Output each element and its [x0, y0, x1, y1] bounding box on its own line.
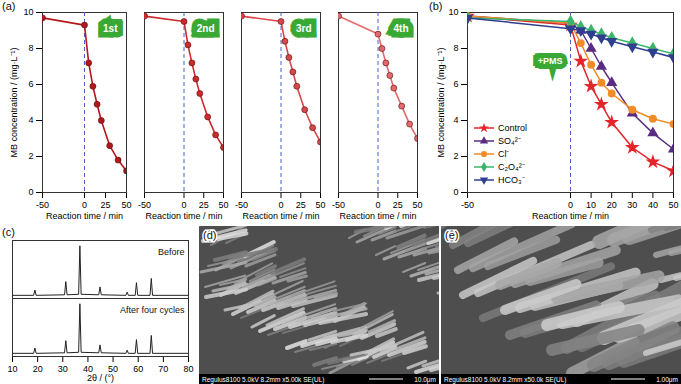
svg-text:50: 50	[218, 200, 228, 210]
svg-text:0: 0	[568, 200, 573, 210]
svg-text:-50: -50	[461, 200, 474, 210]
html-text:(b): (b)	[429, 0, 443, 12]
svg-text:Reaction time / min: Reaction time / min	[339, 211, 416, 221]
svg-text:0: 0	[181, 200, 186, 210]
svg-text:2nd: 2nd	[197, 23, 215, 34]
svg-text:8: 8	[28, 43, 33, 53]
svg-text:50: 50	[412, 200, 422, 210]
svg-text:Reaction time / min: Reaction time / min	[242, 211, 319, 221]
svg-text:-50: -50	[332, 200, 345, 210]
svg-text:3rd: 3rd	[296, 23, 312, 34]
html-text:(a): (a)	[2, 0, 16, 12]
svg-text:50: 50	[315, 200, 325, 210]
svg-text:After four cycles: After four cycles	[120, 305, 185, 315]
html-text:C₂O₄²⁻: C₂O₄²⁻	[498, 162, 525, 172]
html-text:SO₄²⁻: SO₄²⁻	[498, 136, 521, 146]
svg-text:2θ / (°): 2θ / (°)	[87, 373, 114, 383]
svg-text:6: 6	[453, 79, 458, 89]
html-text:HCO₃⁻: HCO₃⁻	[498, 175, 525, 185]
svg-text:Reaction time / min: Reaction time / min	[46, 211, 123, 221]
svg-text:25: 25	[199, 200, 209, 210]
svg-text:10: 10	[23, 7, 33, 17]
svg-text:60: 60	[133, 364, 143, 374]
svg-text:10: 10	[7, 364, 17, 374]
svg-text:50: 50	[121, 200, 131, 210]
svg-text:MB concentration / (mg·L⁻¹): MB concentration / (mg·L⁻¹)	[9, 47, 19, 157]
svg-text:25: 25	[296, 200, 306, 210]
svg-text:25: 25	[393, 200, 403, 210]
svg-text:-50: -50	[36, 200, 49, 210]
svg-text:6: 6	[28, 79, 33, 89]
svg-text:8: 8	[453, 43, 458, 53]
svg-text:10.0μm: 10.0μm	[414, 376, 436, 384]
svg-text:Reaction time / min: Reaction time / min	[145, 211, 222, 221]
svg-text:Before: Before	[158, 247, 185, 257]
svg-text:2: 2	[453, 151, 458, 161]
svg-text:10: 10	[448, 7, 458, 17]
svg-text:50: 50	[668, 200, 678, 210]
svg-text:30: 30	[627, 200, 637, 210]
svg-text:(e): (e)	[445, 229, 458, 241]
svg-text:1st: 1st	[103, 23, 118, 34]
svg-text:80: 80	[183, 364, 193, 374]
svg-text:40: 40	[648, 200, 658, 210]
svg-text:Regulus8100 5.0kV 8.2mm x5.00k: Regulus8100 5.0kV 8.2mm x5.00k SE(UL)	[202, 376, 324, 384]
svg-text:4th: 4th	[394, 23, 409, 34]
svg-text:25: 25	[100, 200, 110, 210]
html-text:Cl⁻: Cl⁻	[498, 149, 510, 159]
svg-text:4: 4	[453, 115, 458, 125]
svg-text:MB concentration / (mg·L⁻¹): MB concentration / (mg·L⁻¹)	[436, 47, 446, 157]
svg-text:0: 0	[453, 187, 458, 197]
svg-text:-50: -50	[235, 200, 248, 210]
html-text:(c): (c)	[2, 226, 15, 238]
svg-text:Reaction time / min: Reaction time / min	[532, 211, 609, 221]
svg-text:40: 40	[82, 363, 93, 374]
svg-text:0: 0	[82, 200, 87, 210]
svg-text:10: 10	[586, 200, 596, 210]
svg-text:20: 20	[607, 200, 617, 210]
svg-text:30: 30	[58, 364, 68, 374]
svg-text:0: 0	[278, 200, 283, 210]
svg-text:2: 2	[28, 151, 33, 161]
svg-text:70: 70	[158, 364, 168, 374]
svg-text:50: 50	[108, 363, 119, 374]
svg-text:+PMS: +PMS	[538, 56, 563, 66]
svg-text:4: 4	[28, 115, 33, 125]
svg-text:-50: -50	[138, 200, 151, 210]
svg-text:0: 0	[28, 187, 33, 197]
html-text:Control: Control	[498, 122, 527, 133]
svg-text:1.00μm: 1.00μm	[656, 376, 678, 384]
svg-text:0: 0	[375, 200, 380, 210]
svg-text:(d): (d)	[203, 229, 216, 241]
svg-text:Regulus8100 5.0kV 8.2mm x50.0k: Regulus8100 5.0kV 8.2mm x50.0k SE(UL)	[444, 376, 566, 384]
svg-text:20: 20	[33, 364, 43, 374]
